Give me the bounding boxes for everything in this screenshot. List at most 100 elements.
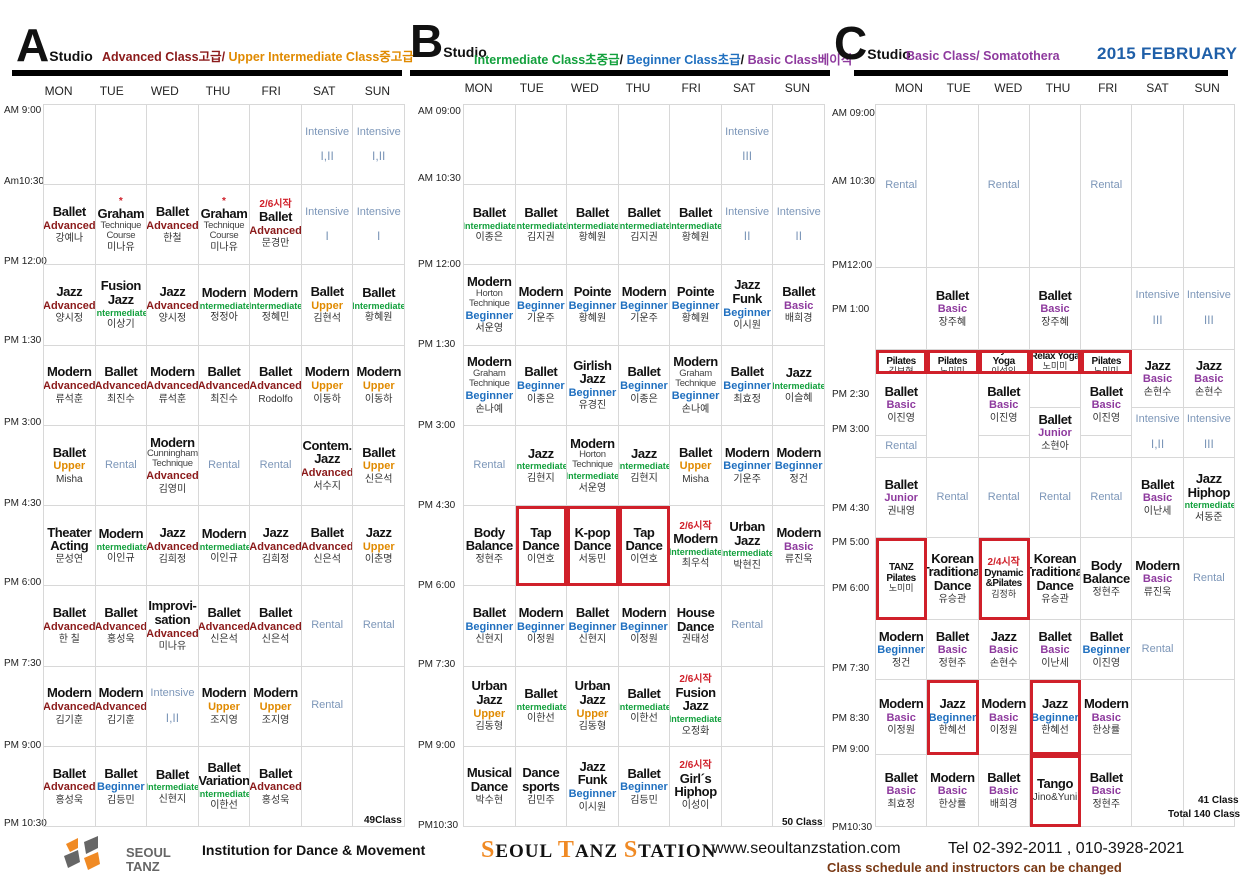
brand-name: SEOUL TANZ STATION: [481, 837, 716, 864]
instructor-name: 이인규: [210, 553, 238, 564]
class-name: Ballet: [52, 765, 86, 781]
schedule-cell: Ballet Basic 이난세: [1132, 458, 1184, 538]
instructor-name: 이시원: [578, 801, 607, 813]
schedule-cell: Rental: [301, 666, 354, 747]
class-name: Vinyasa Yoga: [986, 350, 1022, 367]
schedule-cell: Intensive II: [721, 185, 774, 266]
studio-a-schedule-grid: Intensive I,II Intensive I,II Ballet Advanced…: [43, 104, 405, 827]
schedule-cell: [876, 268, 928, 350]
schedule-cell: TANZ Pilates 노미미: [927, 350, 979, 374]
class-level: Basic: [937, 785, 968, 798]
instructor-name: 신은석: [210, 634, 238, 646]
class-name: Ballet: [679, 444, 713, 460]
instructor-name: 정혜민: [261, 312, 290, 324]
schedule-cell: Tap Dance 이연호: [618, 506, 671, 587]
instructor-name: 문성연: [55, 554, 84, 566]
class-level: Intermediate: [567, 220, 619, 231]
class-name: Modern: [621, 605, 667, 621]
schedule-cell: Ballet Basic 최효정: [876, 755, 928, 827]
class-name: Pointe: [573, 284, 612, 300]
schedule-cell: Modern Pilates 김보현: [876, 350, 928, 374]
legend-part: Basic Class베이직: [747, 53, 853, 67]
time-label: PM 7:30: [832, 663, 870, 674]
time-label: PM 7:30: [4, 658, 42, 669]
class-level: Beginner: [877, 644, 925, 657]
schedule-cell: Intensive I,II: [147, 666, 199, 747]
class-name: Ballet: [207, 364, 241, 380]
instructor-name: 김보현: [888, 366, 914, 374]
class-name: Modern: [356, 364, 401, 380]
class-name: Modern: [621, 284, 667, 300]
instructor-name: 이한선: [527, 713, 555, 725]
schedule-cell: [927, 374, 979, 458]
time-label: PM 1:30: [418, 339, 456, 350]
schedule-cell: Jazz Intermediate 김현지: [515, 425, 568, 507]
class-name: Jazz: [159, 284, 186, 300]
instructor-name: 최우석: [681, 558, 710, 570]
class-name: Ballet: [259, 605, 293, 621]
instructor-name: 한철: [163, 233, 182, 245]
instructor-name: 이한선: [210, 800, 238, 812]
schedule-cell: Modern Basic 한상률: [927, 755, 979, 827]
class-level: Basic: [886, 785, 916, 798]
intensive-label: Intensive: [1135, 289, 1180, 302]
schedule-cell: Vinyasa Yoga 이성인: [978, 350, 1030, 374]
class-name: Ballet: [627, 364, 661, 380]
instructor-name: 이정원: [527, 634, 555, 646]
class-name: Graham: [97, 206, 145, 222]
class-level: Upper: [362, 540, 395, 553]
time-label: AM 10:30: [418, 173, 461, 184]
class-name: Ballet: [259, 209, 293, 225]
class-name: Modern: [776, 444, 821, 460]
schedule-cell: Ballet Advanced 홍성욱: [95, 586, 148, 667]
schedule-cell: Ballet Intermediate 이한선: [618, 666, 671, 747]
rental-label: Rental: [311, 619, 344, 632]
schedule-cell: [1183, 620, 1235, 680]
schedule-cell: Ballet Advanced 최진수: [198, 345, 251, 426]
time-label: PM12:00: [832, 260, 873, 271]
intensive-level: I,II: [1150, 436, 1165, 451]
schedule-cell: 2/6시작 Girl´s Hiphop 이성이: [670, 746, 722, 827]
class-name: Ballet: [627, 686, 661, 702]
rental-label: Rental: [259, 458, 292, 471]
instructor-name: 조지영: [210, 714, 238, 726]
schedule-note: Class schedule and instructors can be ch…: [827, 860, 1122, 875]
class-name: Ballet: [782, 284, 816, 300]
schedule-cell: Ballet Basic 배희경: [773, 265, 825, 346]
schedule-cell: [1029, 374, 1082, 408]
schedule-cell: Body Balance 정현주: [1081, 538, 1133, 620]
schedule-cell: Ballet Intermediate 황혜원: [670, 185, 722, 266]
rental-label: Rental: [885, 439, 918, 452]
class-level: Beginner: [568, 299, 617, 312]
schedule-cell: Improvi-sation Advanced 미나유: [147, 586, 199, 667]
brand-rest: ANZ: [574, 841, 624, 862]
time-label: AM 09:00: [418, 106, 461, 117]
schedule-cell: Dance sports 김민주: [515, 746, 568, 827]
schedule-cell: Ballet Basic 정현주: [1081, 755, 1133, 827]
class-level: Beginner: [97, 781, 145, 794]
class-name: TANZ Pilates: [937, 350, 968, 367]
schedule-cell: 2/6시작 Modern Intermediate 최우석: [670, 506, 722, 587]
class-level: Intermediate: [198, 541, 251, 552]
schedule-cell: [1029, 105, 1082, 268]
class-name: Jazz: [527, 445, 554, 461]
instructor-name: 한상률: [938, 798, 967, 810]
instructor-name: 이진영: [887, 412, 915, 424]
intensive-level: III: [1152, 312, 1163, 327]
legend-part: Beginner Class초급: [626, 53, 741, 67]
class-name: Jazz Funk: [577, 758, 608, 788]
schedule-cell: Intensive II: [773, 185, 825, 266]
intensive-level: III: [1203, 436, 1214, 451]
class-name: Modern: [253, 685, 298, 701]
class-name: Ballet: [310, 284, 344, 300]
schedule-cell: Rental: [978, 105, 1030, 268]
class-name: Improvi-sation: [148, 598, 197, 627]
instructor-name: 류진욱: [1143, 586, 1172, 598]
day-label: SUN: [364, 84, 391, 98]
instructor-name: 이정원: [989, 725, 1018, 737]
schedule-cell: Rental: [301, 586, 354, 667]
rental-label: Rental: [1192, 571, 1225, 584]
day-label: WED: [570, 81, 599, 95]
schedule-cell: [1183, 105, 1235, 268]
